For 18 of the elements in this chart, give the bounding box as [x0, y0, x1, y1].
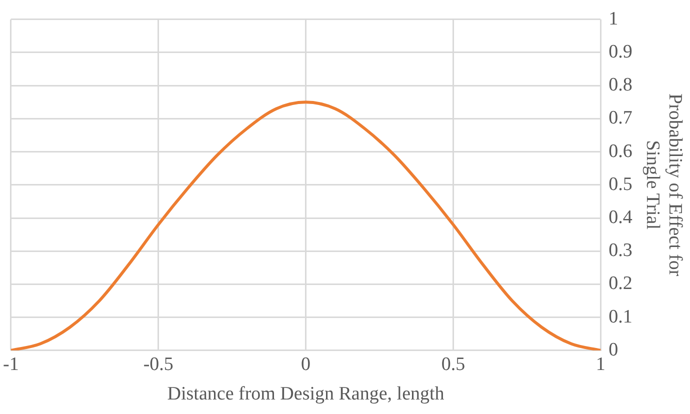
y-tick-label: 0.5	[608, 174, 632, 195]
x-tick-label: 0.5	[441, 354, 466, 375]
y-tick-label: 0.6	[608, 140, 632, 162]
x-tick-label: -0.5	[143, 354, 174, 375]
y-tick-label: 1	[608, 8, 618, 30]
y-tick-label: 0.8	[608, 74, 632, 96]
x-axis-title: Distance from Design Range, length	[167, 384, 445, 405]
y-tick-label: 0.2	[608, 273, 632, 294]
y-tick-label: 0	[608, 339, 618, 360]
y-tick-label: 0.9	[608, 41, 632, 62]
y-tick-label: 0.4	[608, 206, 633, 228]
y-tick-label: 0.1	[608, 306, 632, 328]
x-tick-label: 1	[596, 354, 606, 375]
y-axis-title: Probability of Effect for Single Trial	[642, 94, 686, 277]
y-tick-label: 0.7	[608, 108, 632, 129]
y-tick-label: 0.3	[608, 240, 632, 262]
x-tick-label: -1	[3, 354, 19, 375]
x-tick-label: 0	[301, 354, 311, 375]
